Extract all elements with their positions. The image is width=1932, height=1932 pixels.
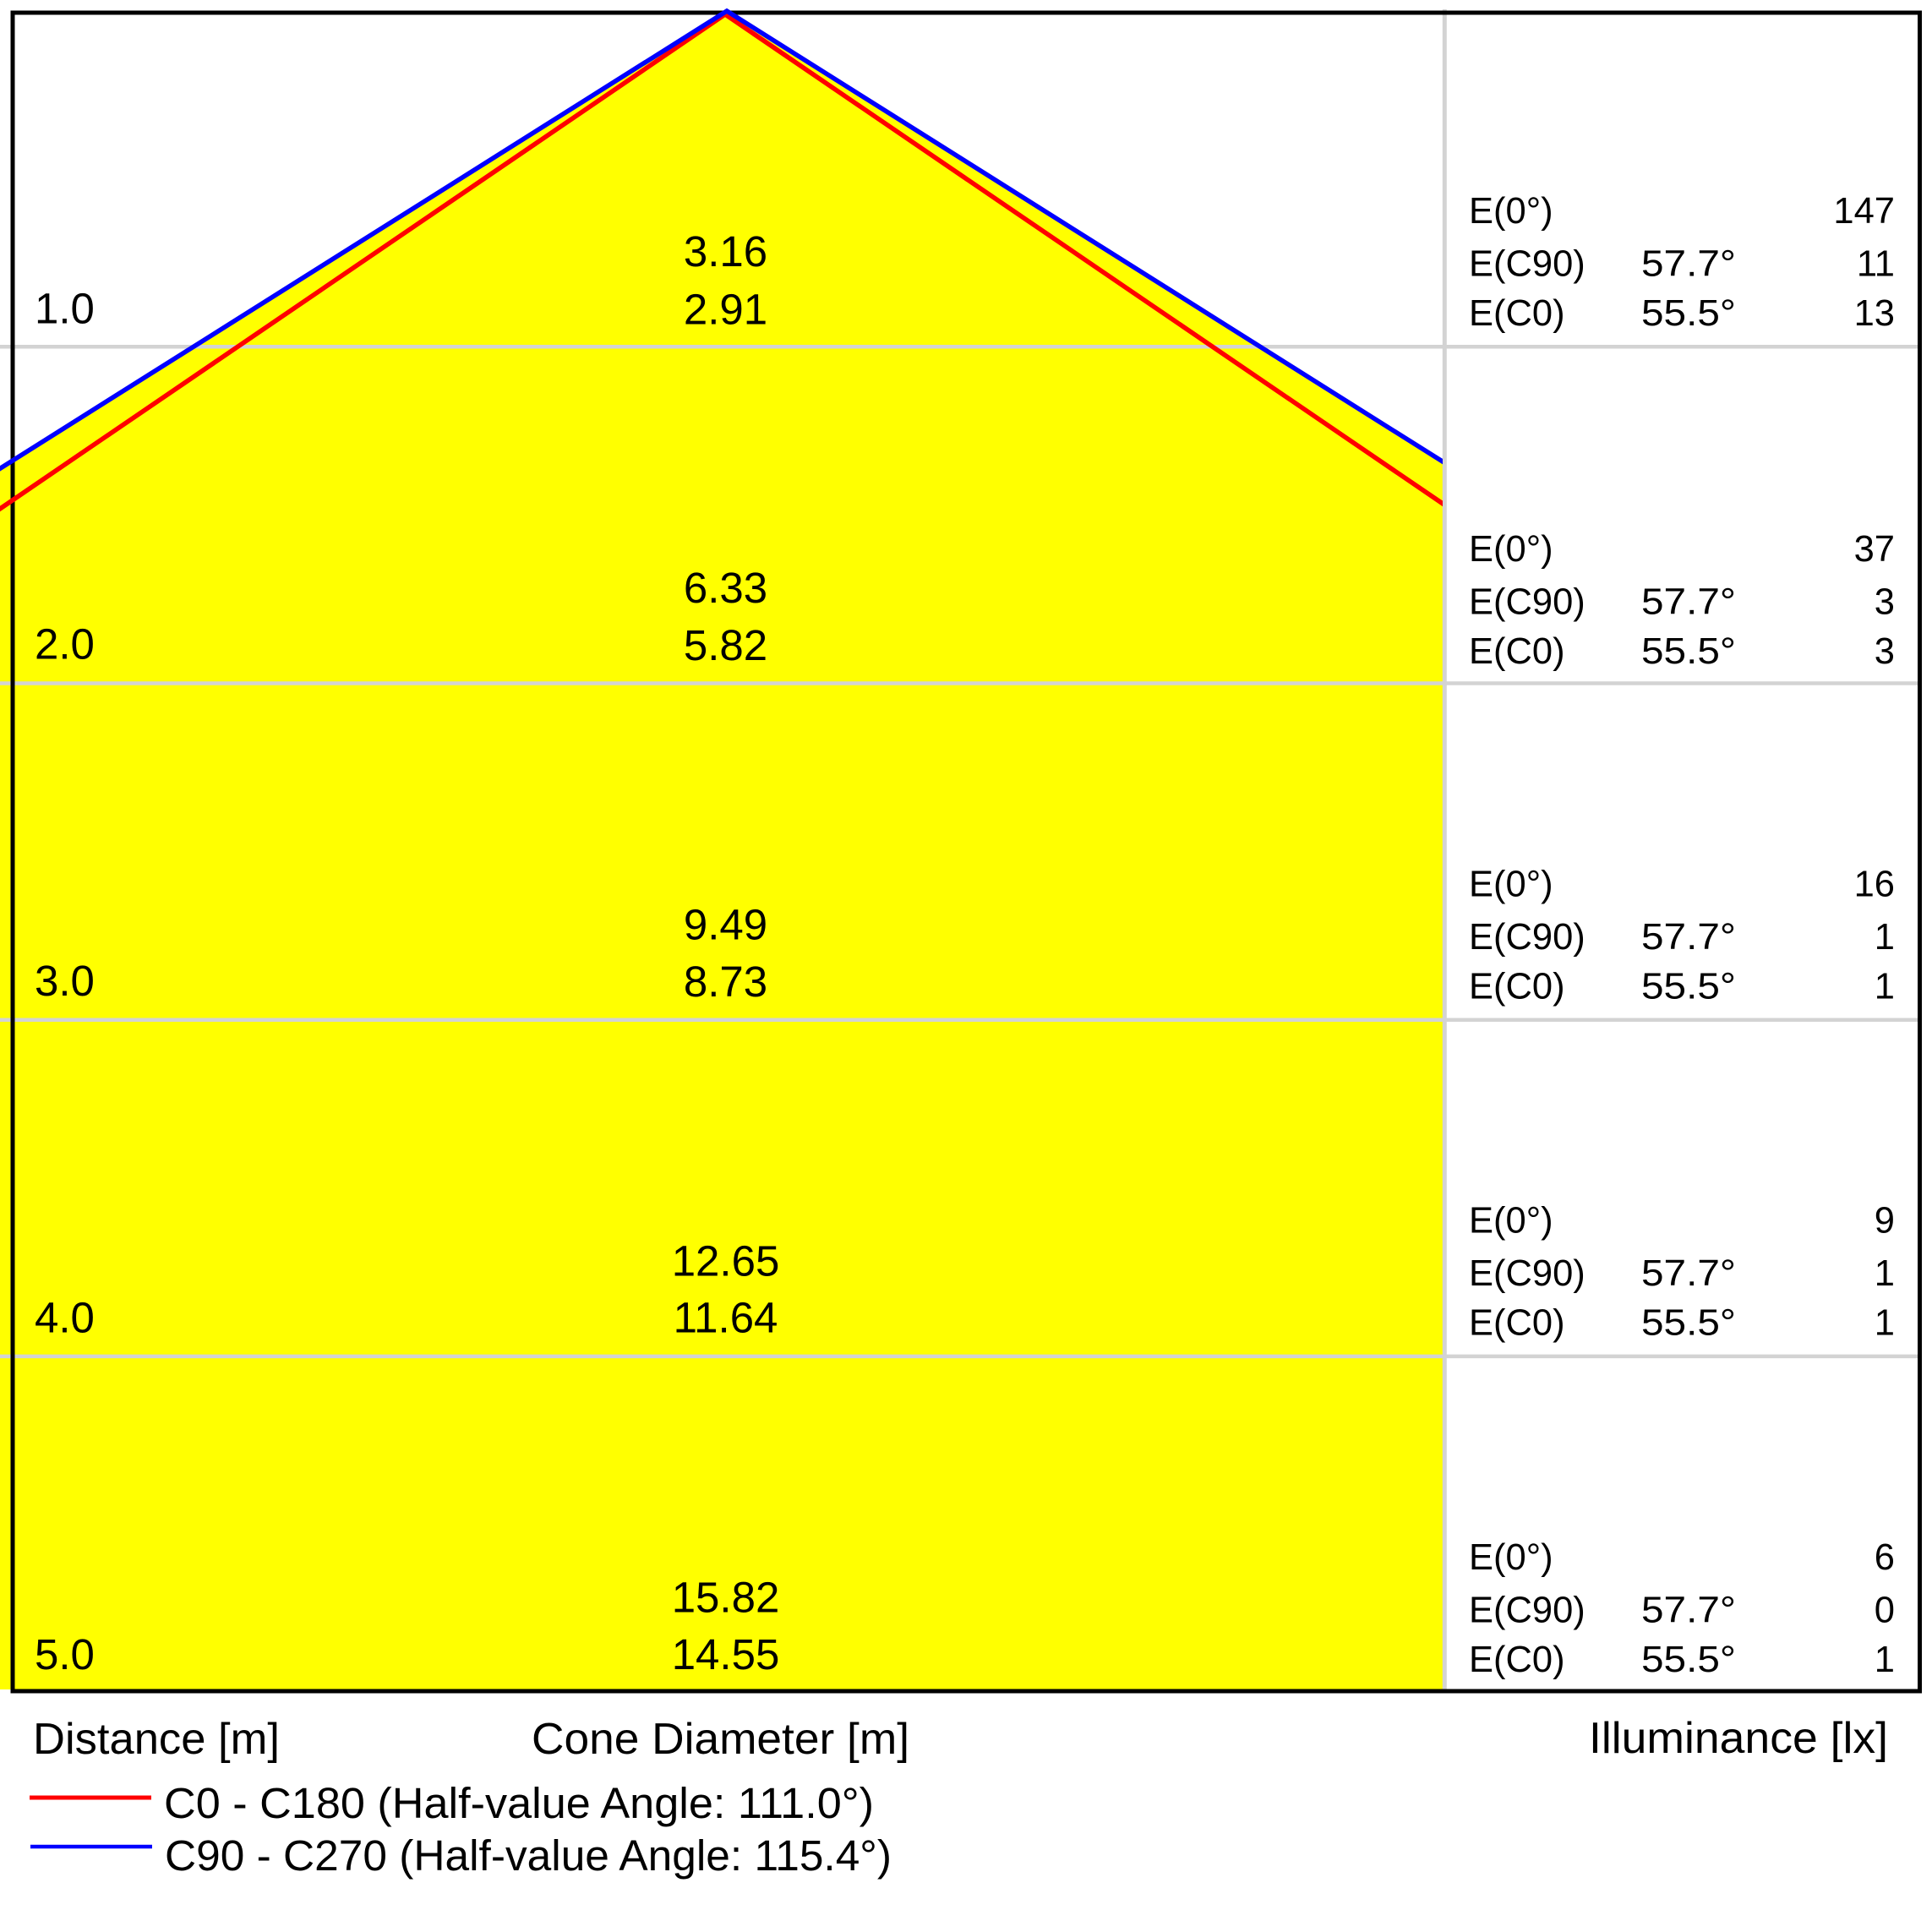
svg-text:E(0°): E(0°) [1469, 1201, 1553, 1242]
svg-text:11.64: 11.64 [674, 1293, 778, 1341]
svg-text:E(0°): E(0°) [1469, 1537, 1553, 1578]
svg-text:Cone Diameter [m]: Cone Diameter [m] [532, 1715, 909, 1764]
svg-text:E(C0): E(C0) [1469, 293, 1565, 334]
svg-text:Illuminance [lx]: Illuminance [lx] [1589, 1714, 1888, 1763]
svg-text:3.0: 3.0 [35, 957, 95, 1005]
svg-text:57.7°: 57.7° [1641, 1591, 1736, 1631]
svg-text:2.0: 2.0 [35, 620, 95, 669]
svg-text:1: 1 [1875, 917, 1895, 958]
svg-text:57.7°: 57.7° [1641, 917, 1736, 958]
svg-text:55.5°: 55.5° [1641, 1303, 1736, 1344]
svg-text:E(C0): E(C0) [1469, 631, 1565, 672]
svg-text:147: 147 [1833, 191, 1895, 232]
svg-text:57.7°: 57.7° [1641, 244, 1736, 285]
svg-text:E(C90): E(C90) [1469, 582, 1585, 623]
svg-text:1: 1 [1875, 966, 1895, 1007]
svg-text:3.16: 3.16 [684, 227, 767, 276]
svg-text:E(C90): E(C90) [1469, 917, 1585, 958]
svg-text:0: 0 [1875, 1591, 1895, 1631]
svg-text:5.82: 5.82 [684, 621, 767, 669]
svg-text:E(C90): E(C90) [1469, 1591, 1585, 1631]
svg-text:3: 3 [1875, 631, 1895, 672]
svg-text:13: 13 [1854, 293, 1895, 334]
svg-text:E(0°): E(0°) [1469, 191, 1553, 232]
svg-text:E(C0): E(C0) [1469, 1640, 1565, 1680]
svg-text:57.7°: 57.7° [1641, 582, 1736, 623]
svg-text:37: 37 [1854, 529, 1895, 570]
svg-text:16: 16 [1854, 864, 1895, 904]
svg-text:1.0: 1.0 [35, 285, 95, 333]
svg-text:57.7°: 57.7° [1641, 1253, 1736, 1294]
svg-text:6.33: 6.33 [684, 564, 767, 612]
svg-text:55.5°: 55.5° [1641, 293, 1736, 334]
svg-text:E(0°): E(0°) [1469, 864, 1553, 904]
svg-text:E(C0): E(C0) [1469, 966, 1565, 1007]
svg-text:E(C0): E(C0) [1469, 1303, 1565, 1344]
svg-text:E(C90): E(C90) [1469, 244, 1585, 285]
svg-text:5.0: 5.0 [35, 1630, 95, 1678]
svg-text:1: 1 [1875, 1303, 1895, 1344]
svg-text:2.91: 2.91 [684, 286, 767, 334]
svg-text:55.5°: 55.5° [1641, 631, 1736, 672]
svg-text:4.0: 4.0 [35, 1294, 95, 1342]
svg-text:C0 - C180 (Half-value Angle: 1: C0 - C180 (Half-value Angle: 111.0°) [164, 1779, 874, 1827]
svg-text:11: 11 [1857, 244, 1895, 285]
svg-text:55.5°: 55.5° [1641, 966, 1736, 1007]
svg-text:1: 1 [1875, 1640, 1895, 1680]
svg-text:15.82: 15.82 [672, 1574, 780, 1622]
svg-text:6: 6 [1875, 1537, 1895, 1578]
svg-text:12.65: 12.65 [672, 1236, 780, 1285]
svg-text:1: 1 [1875, 1253, 1895, 1294]
svg-text:E(0°): E(0°) [1469, 529, 1553, 570]
svg-text:C90 - C270 (Half-value Angle:: C90 - C270 (Half-value Angle: 115.4°) [165, 1831, 892, 1880]
svg-text:55.5°: 55.5° [1641, 1640, 1736, 1680]
svg-text:9: 9 [1875, 1201, 1895, 1242]
svg-text:8.73: 8.73 [684, 958, 767, 1006]
svg-text:Distance [m]: Distance [m] [33, 1715, 280, 1764]
svg-text:E(C90): E(C90) [1469, 1253, 1585, 1294]
svg-text:3: 3 [1875, 582, 1895, 623]
svg-text:14.55: 14.55 [672, 1630, 780, 1678]
svg-text:9.49: 9.49 [684, 900, 767, 948]
